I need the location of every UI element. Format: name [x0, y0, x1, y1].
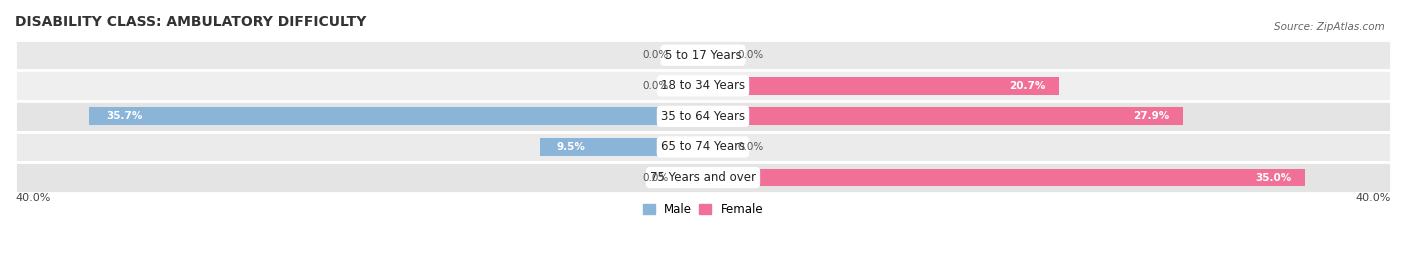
Text: 9.5%: 9.5% — [557, 142, 586, 152]
Bar — [15, 40, 1391, 70]
Text: 0.0%: 0.0% — [737, 50, 763, 60]
Text: 40.0%: 40.0% — [15, 193, 51, 203]
Text: 0.0%: 0.0% — [643, 81, 669, 91]
Bar — [15, 70, 1391, 101]
Text: 5 to 17 Years: 5 to 17 Years — [665, 49, 741, 62]
Text: 40.0%: 40.0% — [1355, 193, 1391, 203]
Text: Source: ZipAtlas.com: Source: ZipAtlas.com — [1274, 22, 1385, 31]
Legend: Male, Female: Male, Female — [638, 198, 768, 221]
Text: 20.7%: 20.7% — [1010, 81, 1045, 91]
Text: 35.0%: 35.0% — [1256, 172, 1291, 183]
Bar — [703, 169, 1305, 186]
Text: 18 to 34 Years: 18 to 34 Years — [661, 79, 745, 92]
Text: 65 to 74 Years: 65 to 74 Years — [661, 140, 745, 153]
Bar — [15, 101, 1391, 132]
Bar — [678, 46, 703, 64]
Bar — [703, 108, 1182, 125]
Text: 0.0%: 0.0% — [643, 172, 669, 183]
Text: 75 Years and over: 75 Years and over — [650, 171, 756, 184]
Bar — [678, 77, 703, 95]
Bar — [703, 77, 1059, 95]
Bar — [89, 108, 703, 125]
Bar — [540, 138, 703, 156]
Bar — [15, 132, 1391, 162]
Bar — [678, 169, 703, 186]
Text: 35 to 64 Years: 35 to 64 Years — [661, 110, 745, 123]
Bar — [15, 162, 1391, 193]
Bar — [703, 46, 728, 64]
Bar — [703, 138, 728, 156]
Text: 0.0%: 0.0% — [643, 50, 669, 60]
Text: 27.9%: 27.9% — [1133, 111, 1170, 121]
Text: 35.7%: 35.7% — [107, 111, 142, 121]
Text: 0.0%: 0.0% — [737, 142, 763, 152]
Text: DISABILITY CLASS: AMBULATORY DIFFICULTY: DISABILITY CLASS: AMBULATORY DIFFICULTY — [15, 15, 367, 29]
